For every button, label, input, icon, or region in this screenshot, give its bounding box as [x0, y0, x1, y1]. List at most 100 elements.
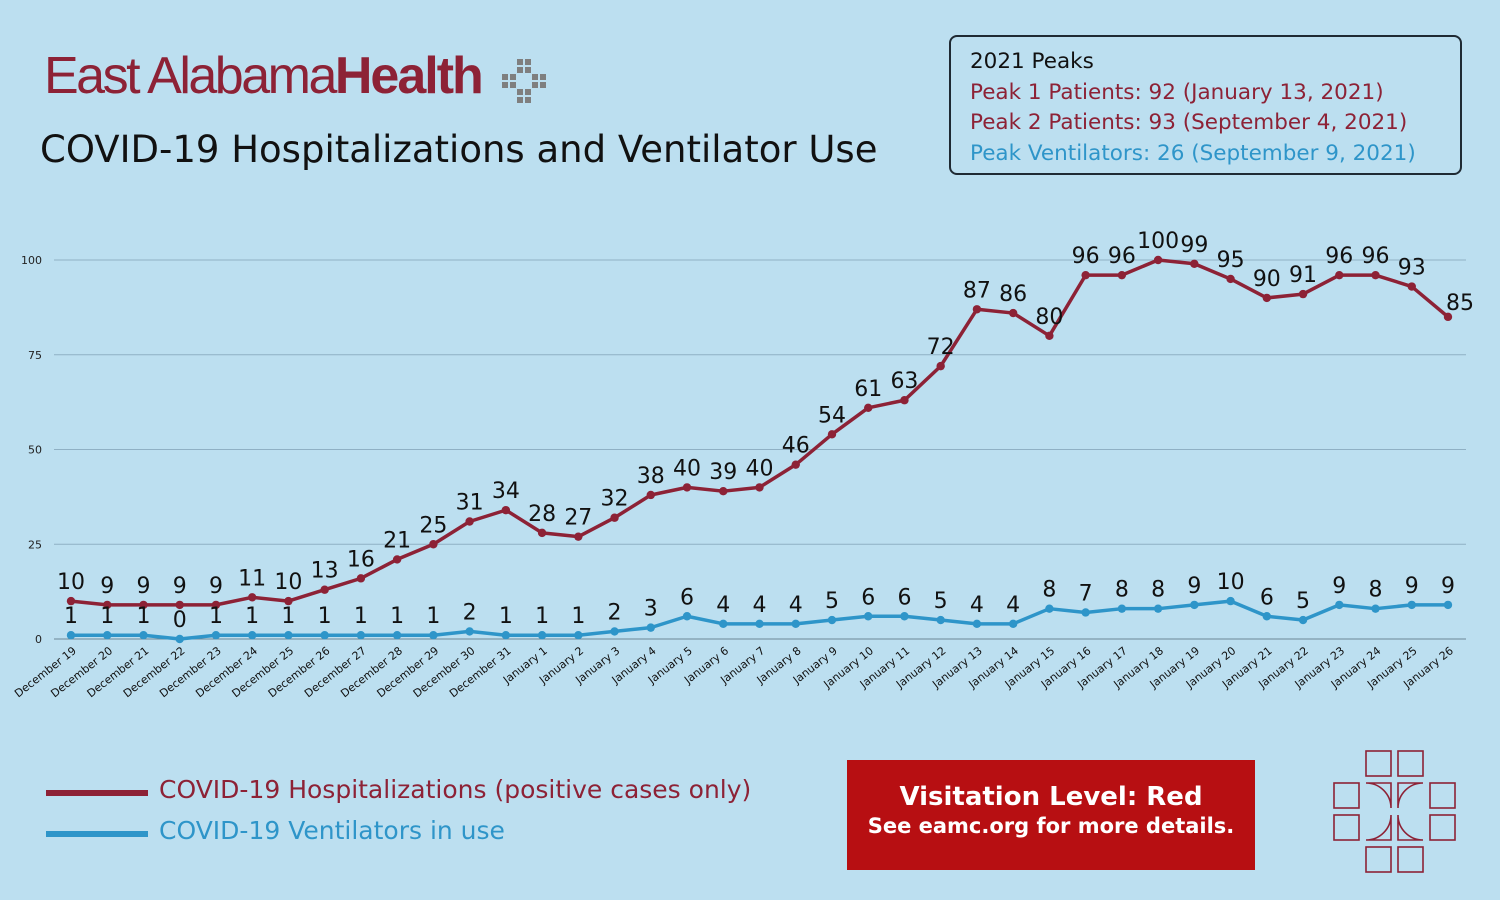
y-tick-label: 75 — [28, 349, 42, 362]
ventilators-point — [1008, 619, 1018, 629]
x-tick-label: December 31 — [447, 644, 514, 700]
legend-swatch-hospitalizations — [46, 790, 148, 796]
ventilators-point — [1335, 600, 1344, 610]
data-label: 4 — [753, 593, 767, 618]
ventilators-point — [465, 627, 474, 636]
data-label: 5 — [825, 589, 839, 614]
ventilators-point — [356, 631, 366, 640]
data-label: 63 — [890, 369, 918, 394]
x-tick-label: December 29 — [374, 644, 441, 700]
hospitalizations-point — [501, 505, 511, 515]
ventilators-point — [66, 631, 76, 640]
hospitalizations-point — [465, 517, 474, 526]
hospitalizations-point — [211, 600, 221, 610]
ventilators-point — [791, 619, 800, 629]
data-label: 1 — [281, 604, 295, 629]
data-label: 21 — [383, 528, 411, 553]
brand-cross-icon — [502, 59, 546, 103]
data-label: 8 — [1115, 578, 1129, 603]
data-label: 4 — [1006, 593, 1020, 618]
hospitalizations-line — [70, 258, 1450, 607]
ventilators-point — [1371, 604, 1380, 613]
data-label: 61 — [854, 377, 882, 402]
data-label: 11 — [238, 566, 266, 591]
data-label: 72 — [927, 335, 955, 360]
hospitalizations-point — [1407, 282, 1416, 291]
hospitalizations-point — [247, 593, 257, 602]
data-label: 6 — [1260, 585, 1274, 610]
data-label: 96 — [1108, 244, 1136, 269]
data-label: 87 — [963, 278, 991, 303]
ventilators-point — [429, 631, 438, 640]
x-tick-label: December 27 — [302, 644, 369, 700]
data-label: 8 — [1042, 578, 1056, 603]
data-label: 1 — [318, 604, 332, 629]
data-label: 9 — [136, 574, 150, 599]
peak-1-text: Peak 1 Patients: 92 (January 13, 2021) — [970, 79, 1384, 105]
data-label: 28 — [528, 502, 556, 527]
ventilators-point — [1045, 604, 1054, 613]
data-label: 1 — [100, 604, 114, 629]
hospitalizations-point — [429, 540, 438, 549]
data-label: 93 — [1398, 256, 1426, 281]
data-label: 2 — [608, 600, 622, 625]
data-label: 1 — [499, 604, 513, 629]
ventilators-point — [1117, 604, 1127, 613]
ventilators-point — [1443, 600, 1453, 610]
ventilators-point — [1262, 612, 1272, 621]
x-tick-label: December 28 — [338, 644, 405, 700]
visitation-banner: Visitation Level: Red See eamc.org for m… — [847, 760, 1255, 870]
hospitalizations-point — [646, 490, 655, 500]
ventilators-point — [900, 612, 909, 621]
hospitalizations-point — [1298, 289, 1308, 299]
data-label: 5 — [934, 589, 948, 614]
hospitalizations-point — [791, 460, 800, 469]
x-tick-label: December 21 — [85, 644, 152, 700]
ventilators-point — [646, 623, 655, 632]
data-label: 85 — [1446, 291, 1474, 316]
data-label: 9 — [100, 574, 114, 599]
ventilators-point — [284, 631, 293, 640]
data-label: 91 — [1289, 263, 1317, 288]
hospitalizations-point — [103, 600, 112, 610]
data-label: 6 — [897, 585, 911, 610]
brand-name-light: East Alabama — [44, 47, 337, 105]
data-label: 9 — [1187, 574, 1201, 599]
data-label: 1 — [390, 604, 404, 629]
data-label: 4 — [789, 593, 803, 618]
page-title: COVID-19 Hospitalizations and Ventilator… — [40, 128, 878, 171]
ventilators-point — [211, 631, 221, 640]
x-tick-label: December 20 — [48, 644, 115, 700]
hospitalizations-point — [755, 483, 764, 492]
data-label: 6 — [861, 585, 875, 610]
y-tick-label: 50 — [28, 444, 42, 457]
hospitalizations-point — [574, 532, 583, 541]
ventilators-point — [247, 631, 257, 640]
hospitalizations-point — [320, 585, 329, 594]
data-label: 8 — [1151, 578, 1165, 603]
x-tick-label: December 26 — [266, 644, 333, 700]
data-label: 46 — [782, 434, 810, 459]
hospitalizations-point — [175, 600, 184, 610]
ventilators-point — [755, 619, 764, 629]
hospitalizations-point — [1190, 259, 1199, 268]
data-label: 40 — [746, 456, 774, 481]
data-label: 1 — [535, 604, 549, 629]
data-label: 1 — [426, 604, 440, 629]
hospitalizations-point — [1262, 293, 1272, 303]
data-label: 1 — [209, 604, 223, 629]
peak-ventilators-text: Peak Ventilators: 26 (September 9, 2021) — [970, 140, 1416, 166]
ventilators-point — [320, 631, 329, 640]
hospitalizations-point — [1226, 274, 1235, 284]
ventilators-point — [827, 615, 837, 625]
ventilators-point — [719, 619, 728, 629]
data-label: 96 — [1072, 244, 1100, 269]
ventilators-point — [936, 615, 945, 625]
ventilators-point — [392, 631, 402, 640]
ventilators-point — [1190, 600, 1199, 610]
data-label: 39 — [709, 460, 737, 485]
hospitalizations-point — [864, 403, 873, 413]
data-label: 31 — [456, 491, 484, 516]
peaks-box: 2021 Peaks Peak 1 Patients: 92 (January … — [949, 35, 1462, 175]
